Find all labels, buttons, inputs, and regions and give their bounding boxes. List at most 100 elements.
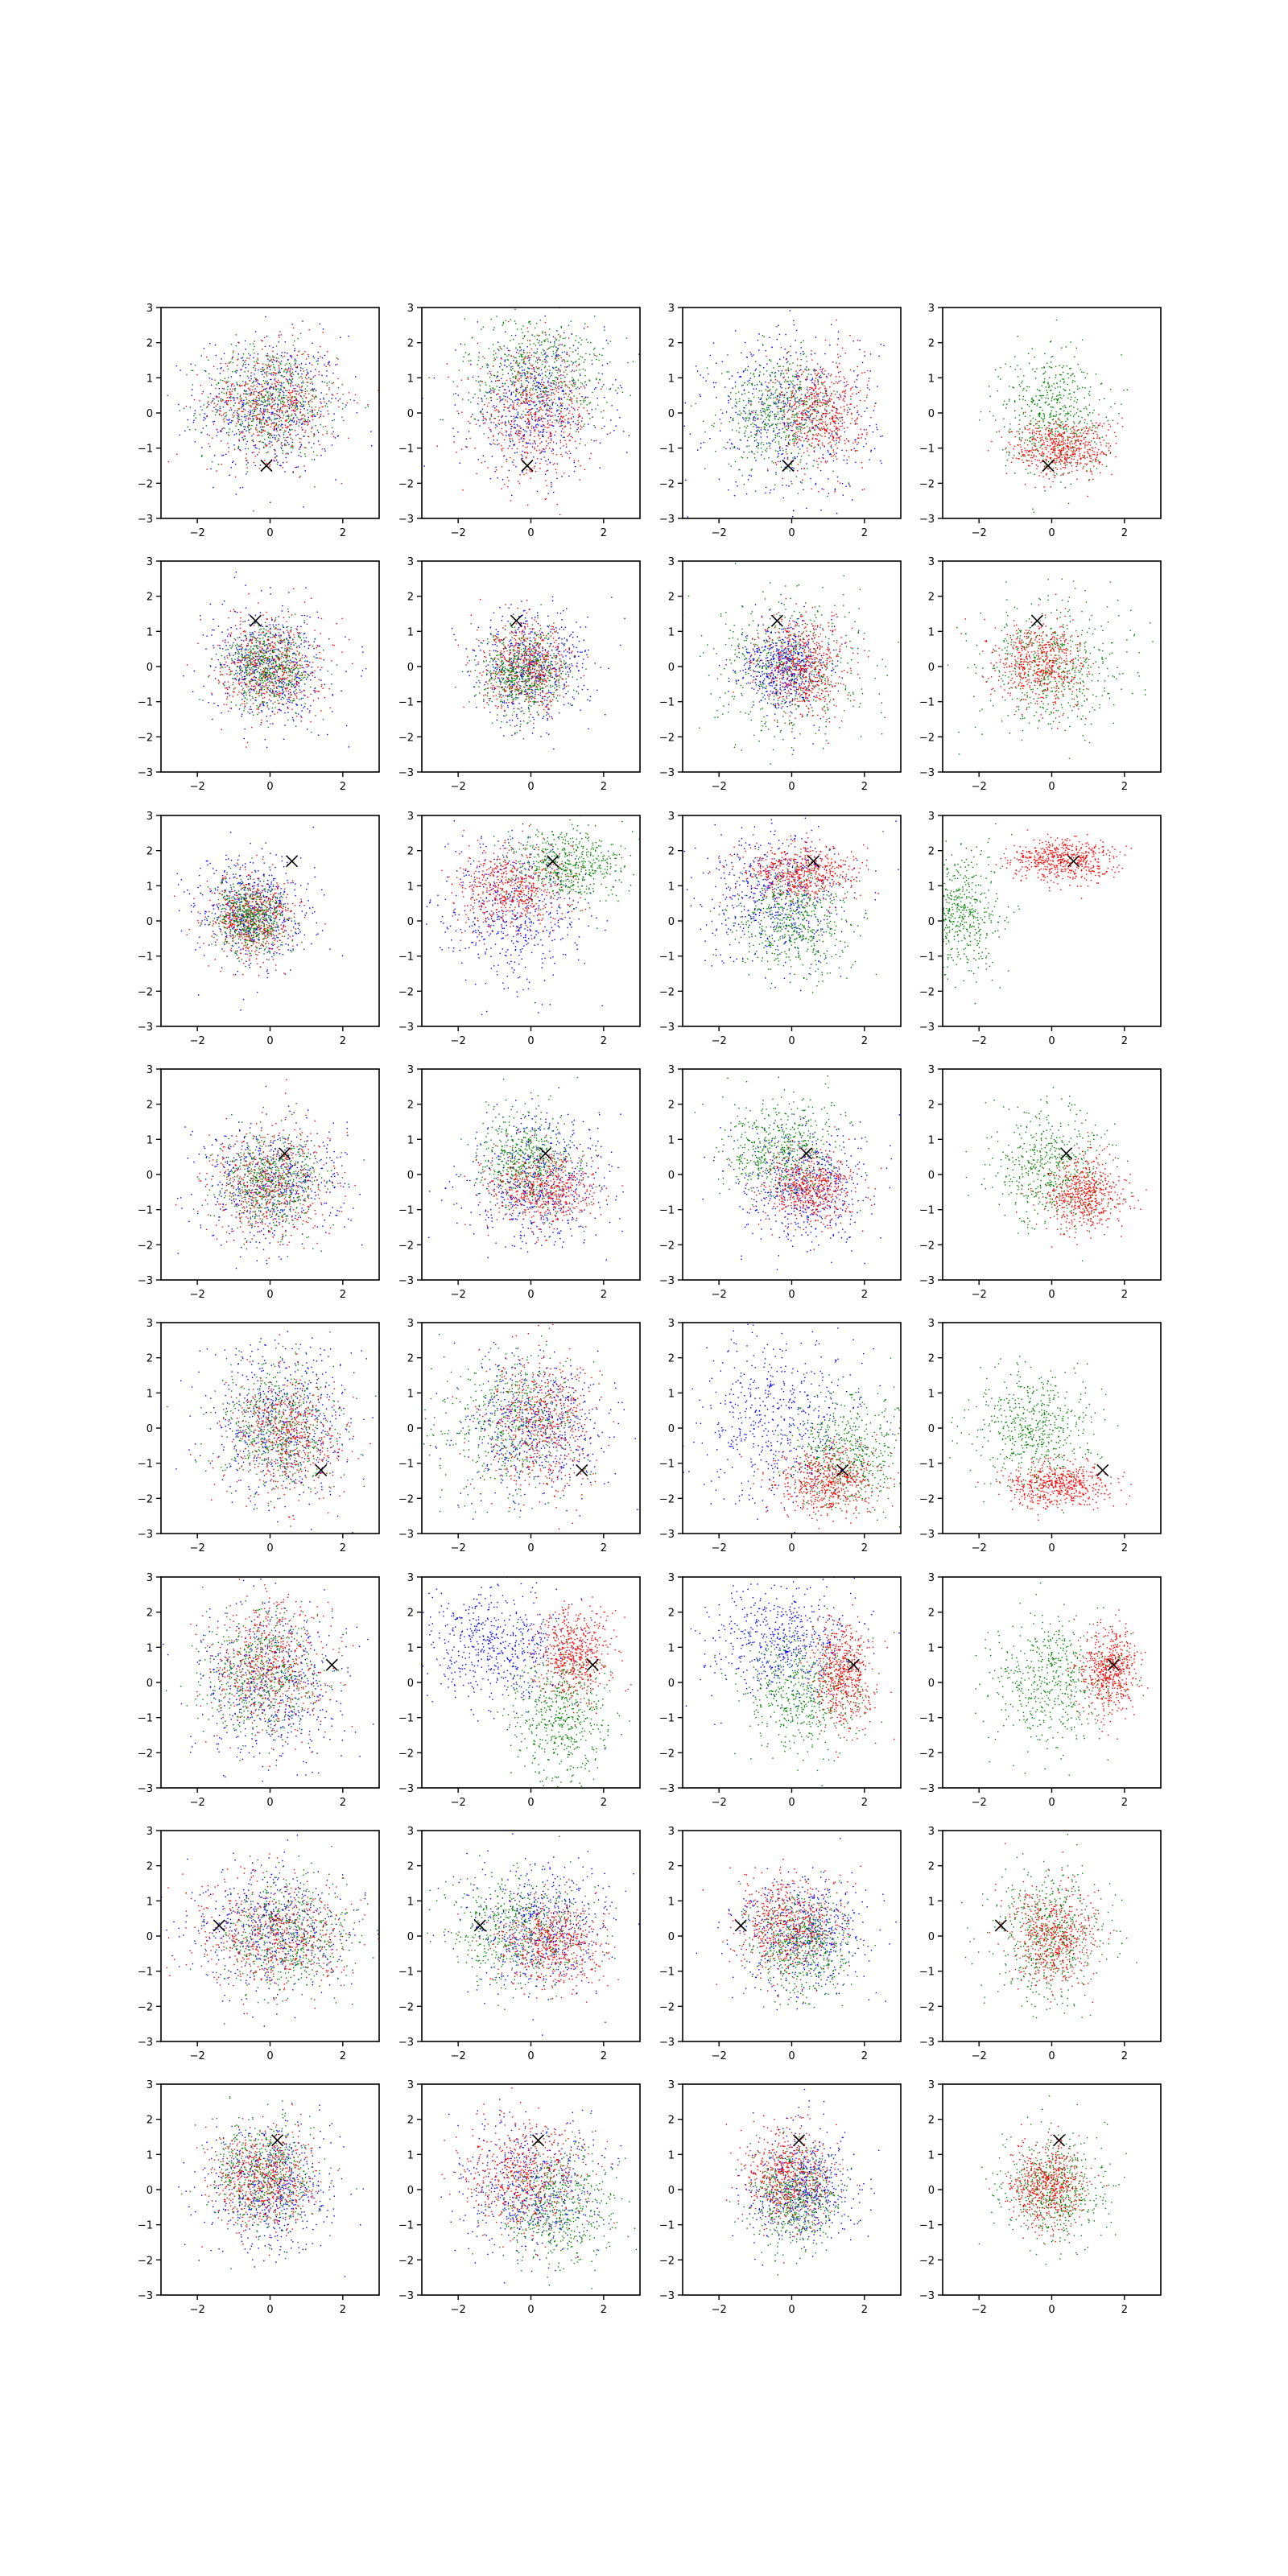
point	[506, 355, 508, 357]
point	[759, 371, 761, 373]
x-tick-label: 0	[527, 527, 534, 539]
point	[479, 425, 481, 427]
point	[566, 374, 568, 375]
point	[314, 486, 316, 488]
point	[527, 421, 529, 423]
point	[290, 385, 291, 386]
point	[800, 387, 802, 389]
point	[502, 324, 503, 326]
point	[795, 476, 797, 477]
point	[282, 423, 283, 426]
point	[774, 441, 777, 443]
point	[216, 470, 217, 472]
point	[486, 392, 488, 394]
point	[840, 407, 842, 408]
point	[299, 405, 301, 407]
point	[557, 357, 559, 360]
point	[570, 397, 572, 398]
point	[869, 425, 871, 427]
point	[787, 427, 790, 430]
point	[304, 470, 306, 472]
point	[721, 361, 723, 362]
point	[533, 467, 535, 469]
point	[803, 413, 805, 415]
point	[758, 374, 761, 376]
point	[510, 399, 512, 401]
point	[510, 366, 512, 368]
point	[795, 431, 797, 433]
point	[564, 440, 566, 442]
point	[762, 404, 764, 406]
point	[785, 333, 786, 336]
point	[547, 382, 549, 384]
point	[818, 444, 819, 447]
point	[758, 427, 760, 428]
point	[566, 351, 568, 353]
point	[815, 415, 818, 417]
point	[296, 402, 299, 404]
point	[854, 386, 857, 387]
point	[462, 489, 464, 491]
point	[775, 415, 777, 417]
point	[613, 430, 615, 431]
point	[269, 345, 270, 347]
point	[556, 369, 558, 372]
point	[533, 456, 535, 458]
point	[836, 458, 838, 460]
point	[782, 400, 785, 402]
point	[355, 376, 357, 378]
point	[791, 435, 794, 436]
point	[295, 399, 297, 401]
point	[837, 338, 839, 340]
point	[776, 402, 778, 404]
point	[795, 370, 797, 372]
point	[283, 434, 285, 436]
point	[217, 409, 219, 411]
point	[595, 378, 597, 381]
point	[279, 429, 281, 431]
point	[595, 408, 597, 410]
point	[292, 471, 294, 473]
point	[544, 358, 546, 361]
point	[786, 423, 789, 425]
point	[818, 393, 819, 394]
point	[222, 398, 224, 401]
point	[266, 387, 267, 390]
point	[312, 389, 314, 390]
point	[276, 418, 278, 419]
point	[312, 388, 314, 390]
point	[346, 402, 349, 404]
point	[751, 383, 753, 386]
point	[770, 380, 772, 382]
point	[499, 386, 501, 388]
point	[229, 428, 230, 430]
point	[539, 437, 541, 440]
point	[234, 402, 236, 404]
point	[508, 405, 510, 407]
point	[564, 361, 566, 363]
point	[836, 440, 837, 442]
point	[795, 414, 797, 415]
point	[281, 398, 283, 400]
point	[304, 390, 307, 393]
point	[774, 392, 776, 394]
point	[735, 481, 737, 483]
point	[266, 421, 268, 423]
point	[532, 385, 534, 386]
point	[815, 425, 818, 427]
point	[239, 398, 242, 400]
point	[260, 400, 262, 402]
point	[469, 353, 471, 355]
point	[570, 418, 572, 419]
point	[308, 405, 311, 407]
point	[846, 438, 848, 440]
point	[277, 403, 279, 406]
point	[522, 400, 525, 402]
point	[574, 440, 576, 443]
point	[858, 414, 860, 415]
point	[811, 421, 813, 423]
point	[220, 379, 221, 381]
point	[558, 369, 559, 371]
point	[312, 415, 313, 418]
point	[814, 401, 815, 402]
